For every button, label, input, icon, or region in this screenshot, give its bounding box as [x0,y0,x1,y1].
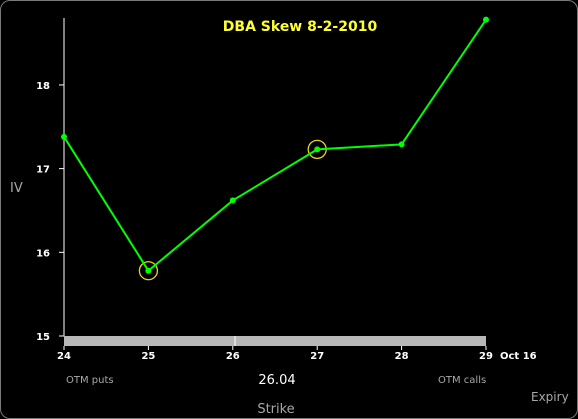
otm-puts-label: OTM puts [66,375,114,386]
y-tick-label: 15 [36,332,50,343]
current-price-label: 26.04 [258,373,295,388]
data-point [398,141,405,148]
expiry-axis-label: Expiry [531,390,569,404]
x-tick-label: 25 [141,351,155,362]
x-axis-label: Strike [257,402,294,417]
x-tick-label: 26 [226,351,240,362]
x-tick-label: 27 [310,351,324,362]
iv-series-line [63,19,487,273]
highlight-circle [138,261,159,281]
otm-calls-label: OTM calls [438,375,486,386]
data-point [61,133,67,140]
data-point [314,146,321,153]
data-point [229,197,236,204]
expiry-date-label: Oct 16 [500,351,537,362]
y-tick-label: 17 [36,165,50,176]
y-tick-label: 18 [36,81,50,92]
x-tick-label: 24 [57,351,71,362]
y-tick-label: 16 [36,248,50,259]
iv-data-points [61,16,489,274]
y-ticks: 15 16 17 18 [36,81,64,343]
data-point [483,16,489,23]
chart-title: DBA Skew 8-2-2010 [223,19,378,35]
x-ticks: 24 25 26 27 28 29 [57,346,493,362]
data-point [145,267,152,274]
x-tick-label: 28 [395,351,409,362]
y-axis-label: IV [10,181,23,196]
x-tick-label: 29 [479,351,493,362]
strike-scrollbar[interactable] [64,336,486,346]
